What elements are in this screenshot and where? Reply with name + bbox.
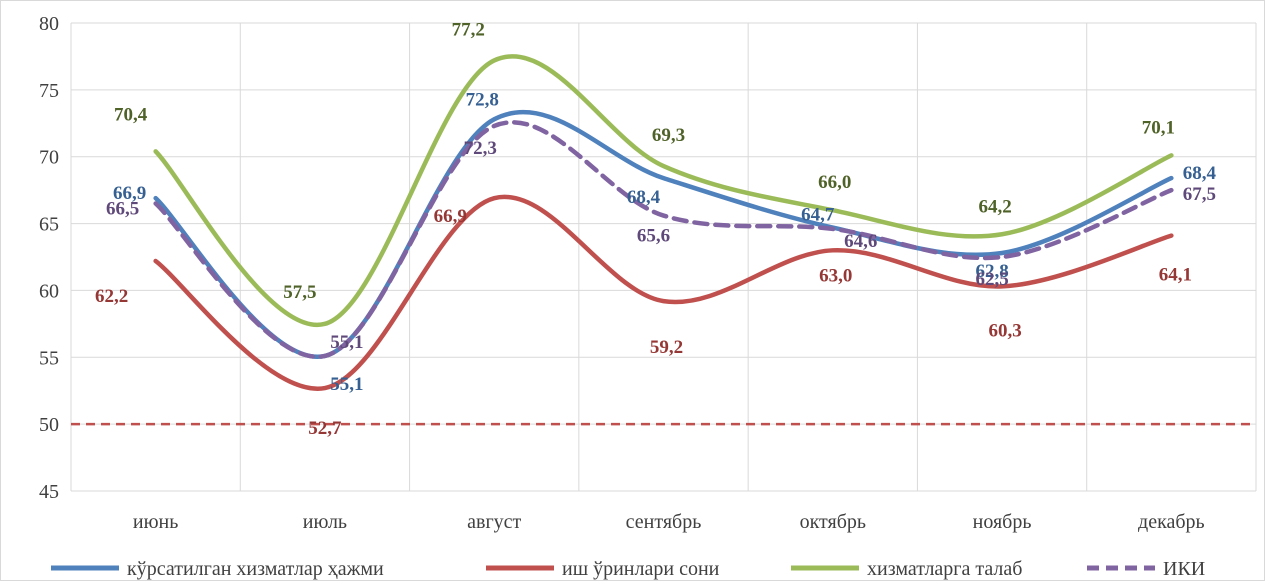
data-label: 52,7 (308, 418, 342, 439)
data-label: 62,5 (975, 269, 1008, 290)
y-tick-label: 70 (39, 147, 59, 169)
y-tick-label: 65 (39, 214, 59, 236)
data-label: 55,1 (330, 332, 363, 353)
gridlines (70, 22, 1257, 492)
x-category-label: август (467, 511, 521, 533)
data-label: 64,7 (801, 205, 835, 226)
y-tick-label: 45 (39, 481, 59, 503)
data-label: 72,8 (466, 89, 499, 110)
series-line-2 (153, 194, 1174, 391)
data-label: 64,6 (844, 231, 877, 252)
series-line-1 (153, 110, 1174, 359)
x-category-label: сентябрь (626, 511, 702, 533)
x-category-label: ноябрь (973, 511, 1032, 533)
data-label: 59,2 (650, 337, 683, 358)
y-tick-label: 50 (39, 414, 59, 436)
data-label: 72,3 (464, 138, 497, 159)
data-label: 68,4 (1183, 163, 1217, 184)
data-label: 57,5 (283, 282, 316, 303)
data-label: 62,2 (95, 286, 128, 307)
data-label: 65,6 (637, 226, 670, 247)
data-label: 68,4 (627, 187, 661, 208)
data-label: 63,0 (819, 265, 852, 286)
data-label: 66,5 (106, 199, 139, 220)
data-label: 60,3 (988, 320, 1021, 341)
legend-label-4: ИКИ (1163, 558, 1205, 580)
y-axis-ticks: 45 50 55 60 65 70 75 80 (39, 13, 59, 503)
x-category-label: октябрь (800, 511, 866, 533)
data-label: 64,1 (1159, 265, 1192, 286)
x-category-label: июль (303, 511, 347, 533)
data-label: 62,8 (975, 261, 1008, 282)
data-label: 64,2 (978, 196, 1011, 217)
legend: кўрсатилган хизматлар ҳажми иш ўринлари с… (51, 558, 1205, 580)
series-line-4 (153, 120, 1174, 359)
data-label: 77,2 (452, 19, 485, 40)
data-label: 66,9 (113, 183, 146, 204)
legend-label-3: хизматларга талаб (867, 558, 1022, 580)
data-label: 70,1 (1142, 117, 1175, 138)
data-label: 67,5 (1183, 184, 1216, 205)
data-label: 66,0 (818, 172, 851, 193)
legend-label-2: иш ўринлари сони (562, 558, 720, 580)
data-labels: 66,9 55,1 72,8 68,4 64,7 62,8 68,4 62,2 52,7 66,9… (95, 19, 1216, 439)
x-category-label: июнь (133, 511, 178, 533)
y-tick-label: 75 (39, 80, 59, 102)
y-tick-label: 80 (39, 13, 59, 35)
y-tick-label: 60 (39, 280, 59, 302)
data-label: 66,9 (434, 206, 467, 227)
data-label: 55,1 (330, 374, 363, 395)
data-label: 70,4 (114, 104, 148, 125)
y-tick-label: 55 (39, 347, 59, 369)
legend-label-1: кўрсатилган хизматлар ҳажми (127, 558, 384, 580)
data-label: 69,3 (652, 125, 685, 146)
series-line-3 (153, 54, 1174, 328)
x-category-label: декабрь (1138, 511, 1205, 533)
series-lines (153, 54, 1174, 391)
x-axis-categories: июнь июль август сентябрь октябрь ноябрь декаб… (133, 511, 1205, 533)
